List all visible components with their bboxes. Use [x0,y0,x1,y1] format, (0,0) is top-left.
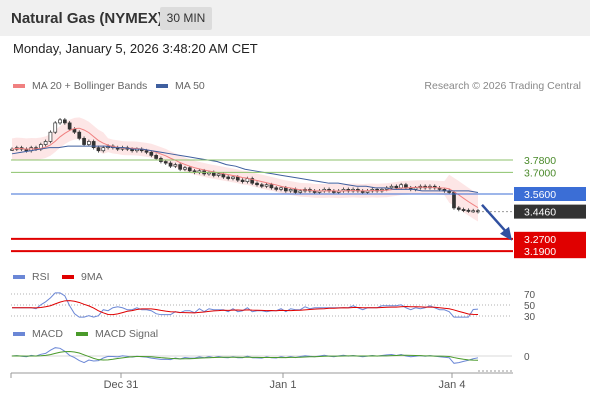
pivot-badge [514,187,586,201]
candle-body [274,187,279,190]
candle-body [58,119,62,124]
arrow-shaft [481,203,507,233]
candle-body [240,179,245,182]
x-tick-label: Jan 4 [439,379,466,391]
candle-body [226,176,231,179]
ma50-legend-label: MA 50 [175,80,205,92]
macd-zero-label: 0 [524,352,530,363]
moving-averages [11,127,479,209]
candle-body [259,184,264,187]
rsi-level-label: 50 [524,301,536,312]
candle-body [163,161,168,164]
candle-body [461,209,466,212]
macd-legend-label: MACD [32,328,63,340]
candle-body [183,167,187,170]
macd-signal-legend-swatch [76,332,88,336]
candle-body [149,151,154,156]
candle-body [96,147,101,152]
candle-body [298,190,303,193]
resistance_2-label: 3.7800 [524,155,556,167]
projection-arrow [481,203,512,241]
support_2-label: 3.1900 [524,246,556,258]
ma20-legend-swatch [13,84,25,88]
ma20-line [11,127,479,209]
x-tick-label: Jan 1 [270,379,297,391]
research-credit: Research © 2026 Trading Central [424,80,581,92]
ma20-legend-label: MA 20 + Bollinger Bands [32,80,148,92]
candle-body [269,184,274,189]
rsi-legend-swatch [13,275,25,279]
support_2-badge [514,244,586,259]
candle-body [389,185,394,189]
candle-body [264,184,269,187]
pivot-label: 3.5600 [524,189,556,201]
rsi-level-label: 70 [524,290,536,301]
candle-body [53,122,58,133]
timeframe-button[interactable]: 30 MIN [160,7,212,30]
macd-legend-swatch [13,332,25,336]
header-bar: Natural Gas (NYMEX) 30 MIN [0,0,590,36]
arrow-head [500,226,512,241]
resistance_1-label: 3.7000 [524,167,556,179]
candle-body [67,122,72,130]
datetime-label: Monday, January 5, 2026 3:48:20 AM CET [13,41,258,56]
candle-body [62,119,67,124]
current-price-badge [514,204,586,219]
ma50-line [11,145,479,193]
bollinger-band-fill [12,117,478,222]
bollinger-bands [12,117,478,222]
rsi-ma9-line [12,300,479,316]
candle-body [471,210,476,213]
candle-body [452,192,456,209]
candle-body [178,164,182,170]
candle-body [250,178,255,184]
rsi-ma9-legend-label: 9MA [81,271,103,283]
candle-body [101,147,106,152]
instrument-title: Natural Gas (NYMEX) [11,10,163,27]
candle-body [279,187,283,190]
candle-body [144,150,149,153]
support_1-badge [514,231,586,246]
x-tick-label: Dec 31 [104,379,139,391]
ma50-legend-swatch [156,84,168,88]
candle-body [288,189,293,192]
candle-body [82,138,86,145]
candle-body [466,209,471,212]
candle-body [245,178,250,182]
candle-body [168,162,173,167]
candle-body [87,141,91,145]
candle-body [394,185,399,189]
candle-body [43,141,48,145]
candle-body [187,167,192,172]
rsi-ma9-legend-swatch [62,275,74,279]
macd-panel: 0 [11,347,530,372]
rsi-line [12,292,479,318]
candle-body [399,184,403,189]
rsi-level-label: 30 [524,312,536,323]
candle-body [283,187,288,192]
candle-body [77,131,82,139]
macd-signal-legend-label: MACD Signal [95,328,159,340]
candle-body [154,155,158,159]
x-axis: Dec 31 Jan 1 Jan 4 [10,372,513,391]
macd-signal-line [11,351,479,361]
candle-body [48,131,53,142]
candle-body [293,189,298,193]
candle-body [216,173,221,176]
candle-body [231,176,235,179]
candle-body [173,164,178,167]
support_1-label: 3.2700 [524,234,556,246]
candle-body [235,176,240,181]
candles [10,117,480,214]
current-price-label: 3.4460 [524,207,556,219]
candle-body [255,182,259,186]
candle-body [456,207,461,210]
candle-body [413,187,418,190]
candle-body [91,141,96,148]
rsi-legend-label: RSI [32,271,50,283]
